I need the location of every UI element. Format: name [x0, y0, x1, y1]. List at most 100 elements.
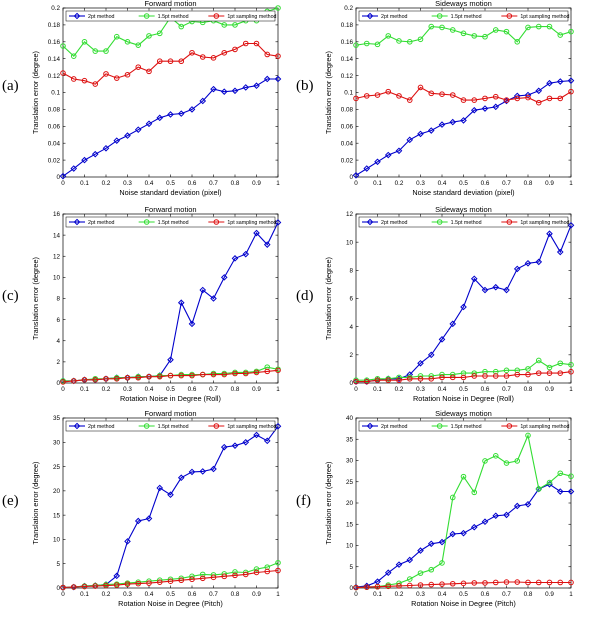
x-tick-label: 0.6: [481, 386, 490, 393]
data-point: [535, 357, 542, 364]
series-line: [355, 26, 572, 46]
data-point: [353, 42, 359, 48]
x-tick-label: 0.1: [80, 386, 89, 393]
data-point: [406, 582, 413, 589]
y-tick-label: 35: [53, 415, 61, 422]
data-point: [146, 68, 152, 75]
data-point: [449, 118, 457, 126]
data-point: [146, 373, 152, 380]
data-point: [385, 88, 392, 95]
x-axis-label: Rotation Noise in Degree (Pitch): [118, 599, 223, 608]
data-point: [568, 361, 574, 368]
x-tick-label: 0.3: [416, 591, 425, 598]
x-tick-label: 0.8: [524, 180, 533, 187]
data-point: [124, 71, 131, 78]
data-point: [449, 494, 456, 501]
y-tick-label: 40: [346, 415, 354, 422]
data-point: [525, 94, 531, 101]
legend-marker: [213, 13, 220, 19]
y-tick-label: 2: [56, 359, 60, 366]
data-point: [167, 111, 174, 118]
data-point: [113, 137, 121, 144]
legend-marker: [506, 13, 513, 19]
x-tick-label: 0.8: [524, 386, 533, 393]
data-point: [556, 248, 564, 256]
data-point: [253, 569, 260, 576]
data-point: [525, 432, 531, 439]
y-tick-label: 10: [53, 537, 61, 544]
y-tick-label: 35: [346, 436, 354, 443]
legend-marker: [143, 219, 150, 225]
data-point: [471, 489, 478, 496]
data-point: [535, 486, 542, 492]
data-point: [353, 95, 359, 102]
x-tick-label: 0.7: [209, 180, 218, 187]
data-point: [60, 70, 66, 76]
data-point: [275, 5, 281, 11]
data-point: [263, 75, 271, 83]
x-tick-label: 0.6: [481, 180, 490, 187]
axes-box: [355, 417, 572, 589]
data-point: [177, 110, 185, 117]
y-axis-label: Translation error (degree): [31, 462, 40, 545]
data-point: [470, 523, 478, 531]
y-tick-label: 8: [349, 268, 353, 275]
data-point: [167, 58, 174, 65]
data-point: [113, 33, 120, 40]
x-tick-label: 1: [276, 591, 280, 598]
data-point: [417, 36, 424, 43]
y-axis-label: Translation error (degree): [324, 51, 333, 134]
data-point: [428, 23, 435, 30]
data-point: [263, 437, 271, 445]
data-point: [363, 378, 370, 385]
data-point: [514, 95, 521, 102]
series-line: [355, 581, 571, 589]
y-tick-label: 4: [349, 324, 353, 331]
data-point: [384, 569, 392, 577]
data-point: [525, 371, 531, 378]
legend-label: 1pt sampling method: [520, 424, 569, 430]
data-point: [568, 473, 574, 480]
data-point: [460, 97, 467, 103]
data-point: [471, 97, 478, 103]
x-tick-label: 0.4: [438, 386, 447, 393]
data-point: [460, 30, 467, 37]
data-point: [135, 374, 142, 381]
y-tick-label: 0.12: [341, 73, 354, 80]
legend-marker: [436, 219, 443, 225]
data-point: [546, 370, 553, 376]
data-point: [242, 250, 250, 258]
series-line: [355, 483, 571, 588]
y-tick-label: 30: [346, 458, 354, 465]
x-tick-label: 1: [276, 386, 280, 393]
data-point: [253, 40, 260, 47]
legend-label: 2pt method: [381, 424, 408, 430]
x-tick-label: 0.6: [188, 386, 197, 393]
data-point: [264, 51, 271, 58]
y-tick-label: 16: [53, 211, 61, 218]
data-point: [439, 374, 445, 381]
legend: 2pt method 1.5pt method 1pt sampling metho…: [358, 216, 570, 228]
data-point: [384, 151, 392, 159]
x-tick-label: 0: [354, 180, 358, 187]
data-point: [482, 95, 488, 102]
y-tick-label: 0.16: [48, 39, 61, 46]
data-point: [567, 221, 575, 229]
series-line: [355, 86, 572, 104]
series-1pt: [60, 567, 281, 591]
data-point: [242, 438, 250, 446]
x-axis-label: Rotation Noise in Degree (Roll): [120, 394, 221, 403]
data-point: [220, 274, 228, 281]
legend-box: [358, 216, 569, 228]
data-point: [471, 580, 478, 586]
x-tick-label: 0.4: [438, 180, 447, 187]
legend-label: 1pt sampling method: [227, 220, 276, 226]
data-point: [210, 55, 217, 61]
data-point: [232, 370, 238, 377]
y-tick-label: 0.16: [341, 39, 354, 46]
data-point: [81, 77, 88, 84]
data-point: [353, 584, 359, 591]
axes-box: [62, 417, 279, 589]
data-point: [503, 373, 510, 379]
x-tick-label: 0.1: [373, 180, 382, 187]
